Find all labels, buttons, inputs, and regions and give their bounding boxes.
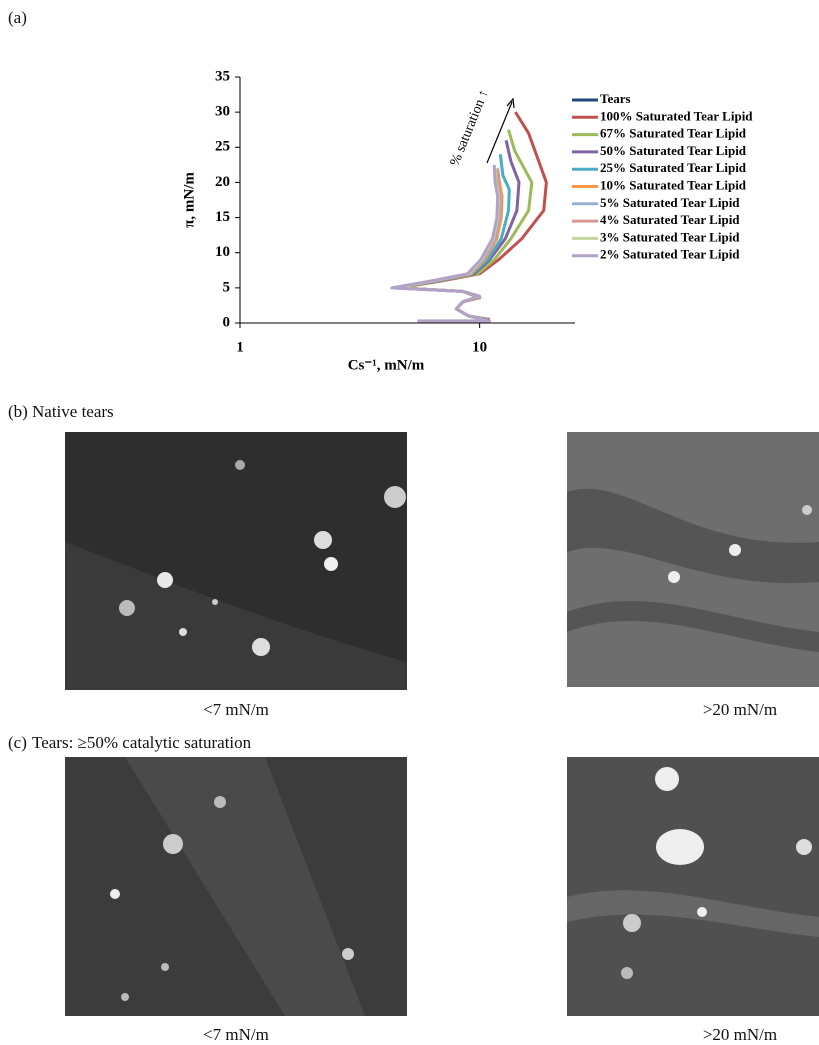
series-line xyxy=(390,164,500,323)
legend-label: 10% Saturated Tear Lipid xyxy=(600,177,747,192)
panel-label: (b) xyxy=(8,402,28,421)
caption: <7 mN/m xyxy=(203,1025,269,1044)
legend-label: 2% Saturated Tear Lipid xyxy=(600,247,740,262)
y-tick-label: 35 xyxy=(215,68,230,84)
legend-label: 3% Saturated Tear Lipid xyxy=(600,229,740,244)
micrograph xyxy=(65,432,407,690)
series-line xyxy=(395,168,504,321)
y-tick-label: 5 xyxy=(223,279,231,295)
y-axis-label: π, mN/m xyxy=(181,172,197,228)
micrograph xyxy=(65,757,407,1016)
legend-label: 100% Saturated Tear Lipid xyxy=(600,108,753,123)
legend-label: 25% Saturated Tear Lipid xyxy=(600,160,747,175)
micrograph xyxy=(567,757,819,1016)
y-tick-label: 10 xyxy=(215,244,230,260)
panel-label: (c) xyxy=(8,733,27,752)
legend-label: 4% Saturated Tear Lipid xyxy=(600,212,740,227)
chart: Cs⁻¹, mN/m π, mN/m % saturation ↑ 051015… xyxy=(181,68,753,373)
series-line xyxy=(392,168,501,321)
annotation-arrow xyxy=(486,101,513,164)
x-tick-label: 10 xyxy=(472,339,487,355)
y-tick-label: 15 xyxy=(215,209,230,225)
annotation: % saturation ↑ xyxy=(448,88,492,169)
caption: >20 mN/m xyxy=(702,1025,778,1044)
micrograph xyxy=(567,432,819,687)
caption: >20 mN/m xyxy=(702,700,778,719)
y-tick-label: 25 xyxy=(215,139,230,155)
y-tick-label: 30 xyxy=(215,104,230,120)
legend-label: 50% Saturated Tear Lipid xyxy=(600,143,747,158)
legend-label: 5% Saturated Tear Lipid xyxy=(600,195,740,210)
series-line xyxy=(395,175,501,321)
y-tick-label: 20 xyxy=(215,174,230,190)
panel-title: Tears: ≥50% catalytic saturation xyxy=(32,733,252,752)
x-tick-label: 1 xyxy=(236,339,244,355)
annotation-arrowhead xyxy=(506,97,515,109)
panel-label: (a) xyxy=(8,8,27,27)
y-tick-label: 0 xyxy=(223,314,231,330)
series-line xyxy=(392,168,501,321)
x-axis-label: Cs⁻¹, mN/m xyxy=(348,357,425,373)
series-line xyxy=(392,168,502,321)
panel-title: Native tears xyxy=(32,402,114,421)
caption: <7 mN/m xyxy=(203,700,269,719)
legend-label: Tears xyxy=(600,91,631,106)
legend-label: 67% Saturated Tear Lipid xyxy=(600,126,747,141)
